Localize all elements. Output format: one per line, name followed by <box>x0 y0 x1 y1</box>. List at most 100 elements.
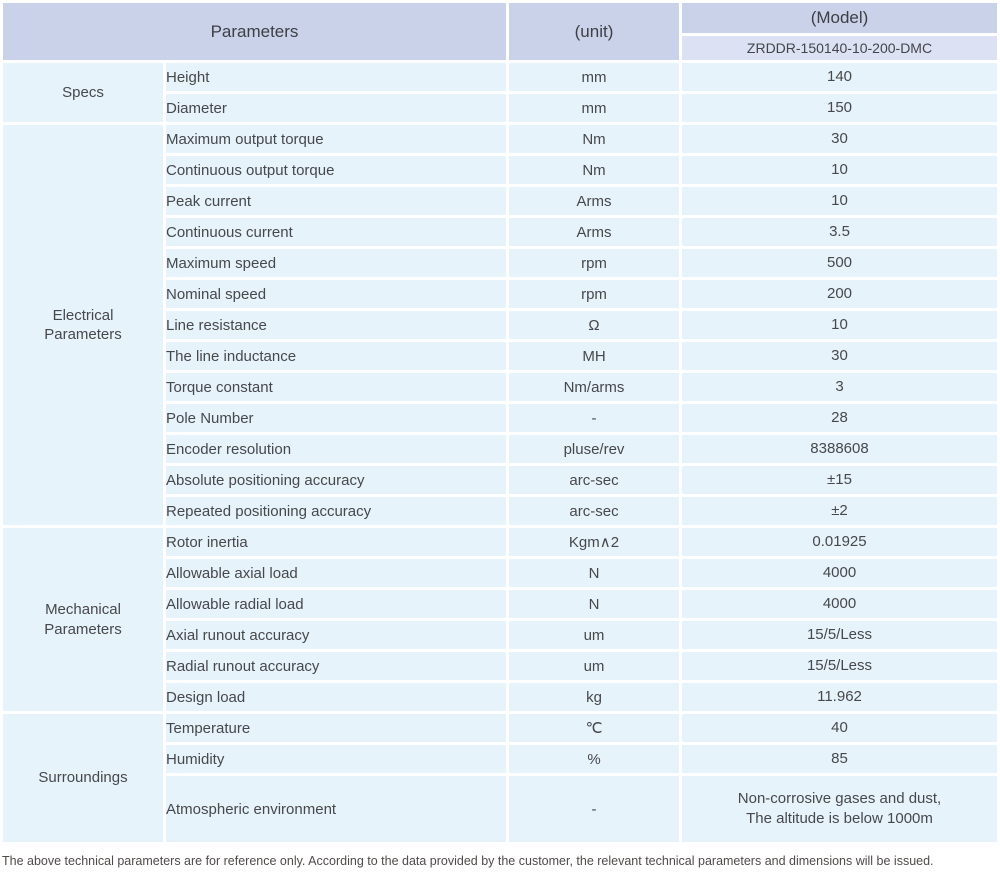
unit-cell: Nm/arms <box>509 373 679 401</box>
table-row: Humidity% 85 <box>3 745 997 773</box>
unit-cell: kg <box>509 683 679 711</box>
unit-cell: Ω <box>509 311 679 339</box>
parameter-cell: Line resistance <box>166 311 506 339</box>
model-number: ZRDDR-150140-10-200-DMC <box>682 36 997 60</box>
value-cell: 140 <box>682 63 997 91</box>
table-row: Specs Height mm 140 <box>3 63 997 122</box>
table-row: Electrical Parameters Maximum output torq… <box>3 125 997 525</box>
table-row: Encoder resolution pluse/rev 8388608 <box>3 435 997 463</box>
value-cell: 0.01925 <box>682 528 997 556</box>
spec-table: Parameters (unit) (Model) ZRDDR-150140-1… <box>3 3 997 842</box>
value-cell: 3.5 <box>682 218 997 246</box>
parameter-cell: Peak current <box>166 187 506 215</box>
unit-cell: Nm <box>509 156 679 184</box>
table-row: Peak current Arms 10 <box>3 187 997 215</box>
unit-cell: N <box>509 590 679 618</box>
unit-cell: Nm <box>509 125 679 153</box>
table-row: Axial runout accuracy um 15/5/Less <box>3 621 997 649</box>
value-cell: 40 <box>682 714 997 742</box>
group-label: Surroundings <box>3 714 163 842</box>
table-row: Nominal speed rpm 200 <box>3 280 997 308</box>
value-cell: ±2 <box>682 497 997 525</box>
unit-cell: arc-sec <box>509 466 679 494</box>
parameters-header: Parameters <box>3 3 506 60</box>
parameter-cell: Absolute positioning accuracy <box>166 466 506 494</box>
value-cell: 3 <box>682 373 997 401</box>
unit-cell: ℃ <box>509 714 679 742</box>
table-row: Continuous output torque Nm 10 <box>3 156 997 184</box>
unit-cell: Kgm∧2 <box>509 528 679 556</box>
parameter-cell: Encoder resolution <box>166 435 506 463</box>
parameter-cell: Nominal speed <box>166 280 506 308</box>
table-row: Repeated positioning accuracy arc-sec ±2 <box>3 497 997 525</box>
unit-cell: - <box>509 776 679 842</box>
value-cell: 200 <box>682 280 997 308</box>
parameter-cell: Maximum output torque <box>166 125 506 153</box>
parameter-cell: Diameter <box>166 94 506 122</box>
value-cell: 15/5/Less <box>682 621 997 649</box>
table-row: Diameter mm 150 <box>3 94 997 122</box>
unit-cell: Arms <box>509 218 679 246</box>
value-cell: 10 <box>682 156 997 184</box>
parameter-cell: Continuous current <box>166 218 506 246</box>
parameter-cell: Atmospheric environment <box>166 776 506 842</box>
value-cell: ±15 <box>682 466 997 494</box>
group-label: Specs <box>3 63 163 122</box>
parameter-cell: Radial runout accuracy <box>166 652 506 680</box>
value-cell: 10 <box>682 311 997 339</box>
value-cell: 30 <box>682 125 997 153</box>
unit-cell: Arms <box>509 187 679 215</box>
table-row: Line resistance Ω 10 <box>3 311 997 339</box>
table-row: Radial runout accuracy um 15/5/Less <box>3 652 997 680</box>
value-cell: 150 <box>682 94 997 122</box>
value-cell: 8388608 <box>682 435 997 463</box>
unit-cell: N <box>509 559 679 587</box>
parameter-cell: Humidity <box>166 745 506 773</box>
table-row: Mechanical Parameters Rotor inertia Kgm∧2 0… <box>3 528 997 711</box>
table-row: Pole Number -28 <box>3 404 997 432</box>
spec-table-body: Specs Height mm 140 Diameter mm 150 Electrical … <box>3 63 997 842</box>
parameter-cell: Repeated positioning accuracy <box>166 497 506 525</box>
parameter-cell: Design load <box>166 683 506 711</box>
value-cell: 4000 <box>682 590 997 618</box>
table-row: Atmospheric environment - Non-corrosive ga… <box>3 776 997 842</box>
unit-cell: - <box>509 404 679 432</box>
value-cell: 500 <box>682 249 997 277</box>
unit-cell: % <box>509 745 679 773</box>
parameter-cell: Allowable axial load <box>166 559 506 587</box>
table-row: The line inductance MH 30 <box>3 342 997 370</box>
parameter-cell: Torque constant <box>166 373 506 401</box>
value-cell: Non-corrosive gases and dust, The altitu… <box>682 776 997 842</box>
unit-cell: rpm <box>509 249 679 277</box>
table-row: Allowable axial load N 4000 <box>3 559 997 587</box>
value-cell: 10 <box>682 187 997 215</box>
table-row: Absolute positioning accuracy arc-sec ±15 <box>3 466 997 494</box>
value-cell: 85 <box>682 745 997 773</box>
value-cell: 28 <box>682 404 997 432</box>
parameter-cell: The line inductance <box>166 342 506 370</box>
unit-cell: um <box>509 652 679 680</box>
parameter-cell: Pole Number <box>166 404 506 432</box>
unit-cell: mm <box>509 94 679 122</box>
table-row: Continuous current Arms 3.5 <box>3 218 997 246</box>
footer-note: The above technical parameters are for r… <box>2 854 934 868</box>
unit-cell: MH <box>509 342 679 370</box>
unit-cell: rpm <box>509 280 679 308</box>
unit-cell: mm <box>509 63 679 91</box>
group-label: Mechanical Parameters <box>3 528 163 711</box>
table-row: Allowable radial load N 4000 <box>3 590 997 618</box>
parameter-cell: Rotor inertia <box>166 528 506 556</box>
unit-cell: um <box>509 621 679 649</box>
table-row: Design load kg 11.962 <box>3 683 997 711</box>
value-cell: 30 <box>682 342 997 370</box>
parameter-cell: Maximum speed <box>166 249 506 277</box>
table-row: Maximum speed rpm 500 <box>3 249 997 277</box>
parameter-cell: Temperature <box>166 714 506 742</box>
unit-cell: arc-sec <box>509 497 679 525</box>
value-cell: 4000 <box>682 559 997 587</box>
value-cell: 11.962 <box>682 683 997 711</box>
parameter-cell: Height <box>166 63 506 91</box>
parameter-cell: Axial runout accuracy <box>166 621 506 649</box>
value-cell: 15/5/Less <box>682 652 997 680</box>
table-row: Torque constant Nm/arms 3 <box>3 373 997 401</box>
